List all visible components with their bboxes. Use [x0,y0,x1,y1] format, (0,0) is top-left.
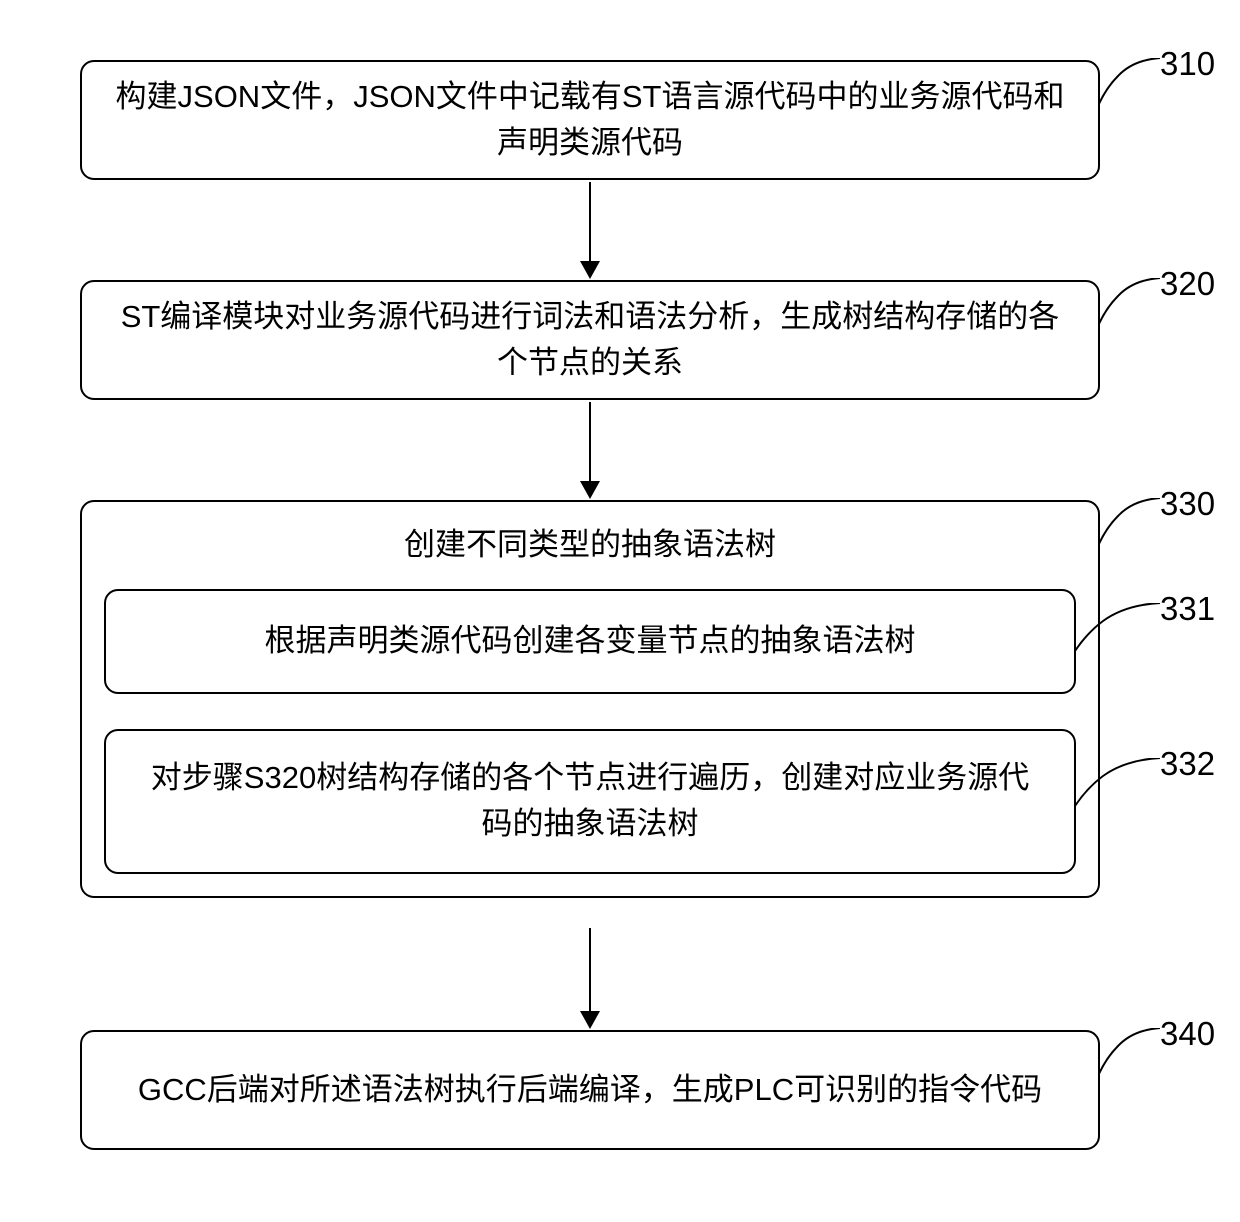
flowchart-node-331: 根据声明类源代码创建各变量节点的抽象语法树 [104,589,1076,694]
node-text: 对步骤S320树结构存储的各个节点进行遍历，创建对应业务源代码的抽象语法树 [136,755,1044,848]
arrow [589,402,591,497]
node-text: 构建JSON文件，JSON文件中记载有ST语言源代码中的业务源代码和声明类源代码 [112,74,1068,167]
connector-320 [1098,278,1163,328]
node-text: 创建不同类型的抽象语法树 [104,522,1076,569]
node-label: 340 [1160,1015,1215,1053]
connector-332 [1075,758,1163,808]
connector-310 [1098,58,1163,108]
node-text: ST编译模块对业务源代码进行词法和语法分析，生成树结构存储的各个节点的关系 [112,294,1068,387]
node-label: 310 [1160,45,1215,83]
flowchart-node-310: 构建JSON文件，JSON文件中记载有ST语言源代码中的业务源代码和声明类源代码 [80,60,1100,180]
node-label: 332 [1160,745,1215,783]
arrow [589,182,591,277]
flowchart-node-332: 对步骤S320树结构存储的各个节点进行遍历，创建对应业务源代码的抽象语法树 [104,729,1076,874]
connector-340 [1098,1028,1163,1078]
node-label: 330 [1160,485,1215,523]
connector-330 [1098,498,1163,548]
flowchart-node-340: GCC后端对所述语法树执行后端编译，生成PLC可识别的指令代码 [80,1030,1100,1150]
node-text: GCC后端对所述语法树执行后端编译，生成PLC可识别的指令代码 [138,1067,1042,1114]
node-label: 320 [1160,265,1215,303]
flowchart-node-320: ST编译模块对业务源代码进行词法和语法分析，生成树结构存储的各个节点的关系 [80,280,1100,400]
flowchart-container: 构建JSON文件，JSON文件中记载有ST语言源代码中的业务源代码和声明类源代码… [30,30,1210,1192]
connector-331 [1075,603,1163,653]
flowchart-node-330: 创建不同类型的抽象语法树 根据声明类源代码创建各变量节点的抽象语法树 对步骤S3… [80,500,1100,898]
node-label: 331 [1160,590,1215,628]
arrow [589,928,591,1027]
node-text: 根据声明类源代码创建各变量节点的抽象语法树 [265,618,916,665]
